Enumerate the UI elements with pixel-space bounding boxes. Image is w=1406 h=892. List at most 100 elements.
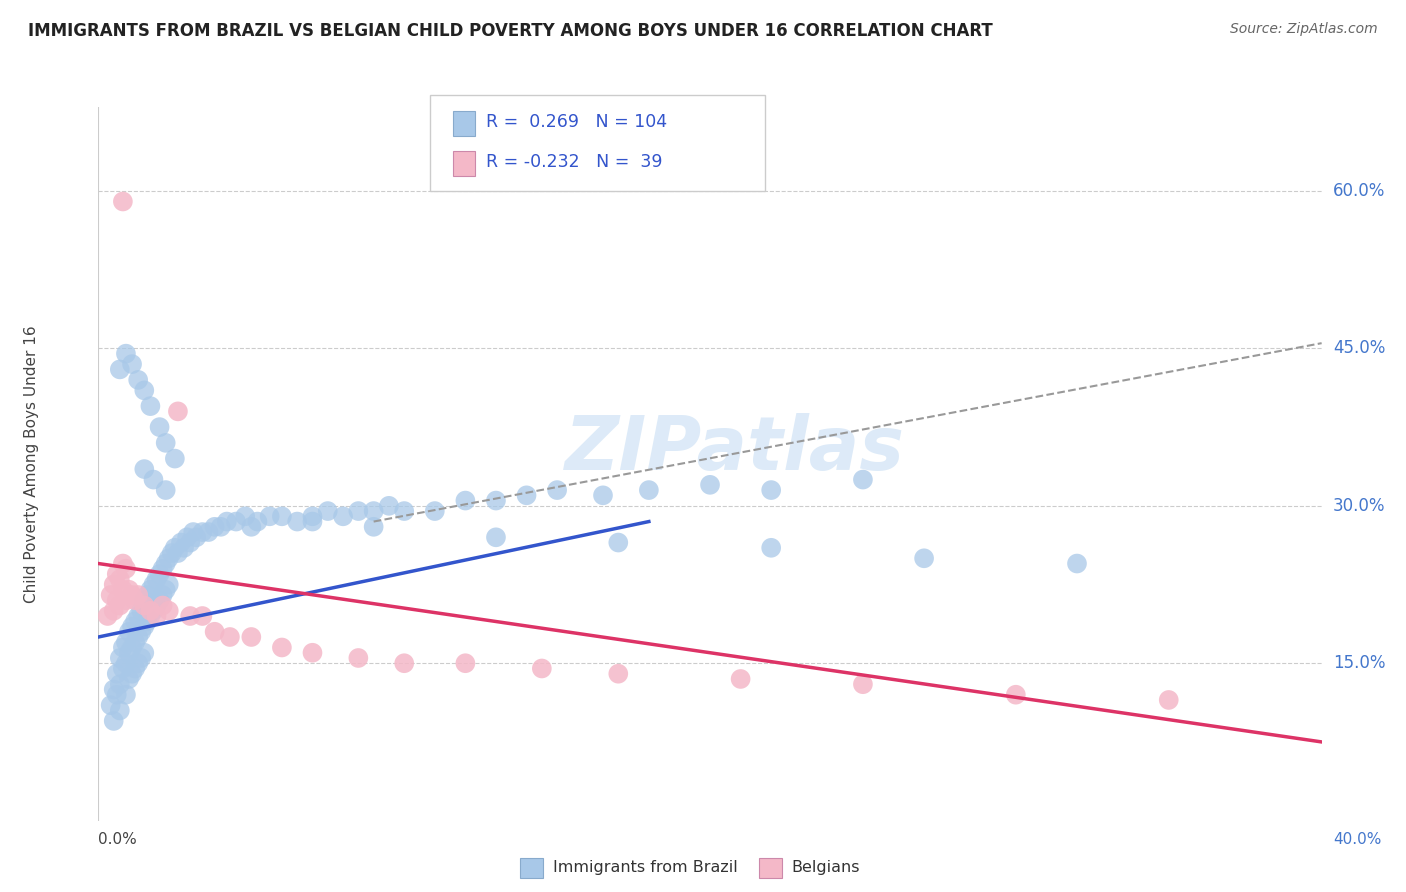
Point bbox=[115, 593, 138, 607]
Point bbox=[100, 588, 122, 602]
Point bbox=[111, 661, 134, 675]
Text: Child Poverty Among Boys Under 16: Child Poverty Among Boys Under 16 bbox=[24, 325, 38, 603]
Text: R =  0.269   N = 104: R = 0.269 N = 104 bbox=[486, 113, 668, 131]
Point bbox=[127, 657, 149, 671]
Point bbox=[485, 530, 508, 544]
Point bbox=[139, 399, 162, 413]
Point bbox=[111, 557, 134, 571]
Point bbox=[152, 588, 174, 602]
Point bbox=[157, 577, 180, 591]
Point bbox=[179, 609, 201, 624]
Point bbox=[127, 588, 149, 602]
Point bbox=[124, 635, 146, 649]
Point bbox=[240, 630, 263, 644]
Point bbox=[108, 703, 131, 717]
Point bbox=[301, 515, 323, 529]
Point bbox=[108, 599, 131, 613]
Point bbox=[105, 567, 128, 582]
Point bbox=[204, 520, 226, 534]
Point bbox=[103, 714, 125, 728]
Point bbox=[145, 572, 167, 586]
Point bbox=[136, 614, 159, 628]
Point bbox=[592, 488, 614, 502]
Point bbox=[155, 557, 177, 571]
Point bbox=[215, 515, 238, 529]
Point bbox=[134, 599, 156, 613]
Point bbox=[127, 373, 149, 387]
Point bbox=[152, 599, 174, 613]
Text: IMMIGRANTS FROM BRAZIL VS BELGIAN CHILD POVERTY AMONG BOYS UNDER 16 CORRELATION : IMMIGRANTS FROM BRAZIL VS BELGIAN CHILD … bbox=[28, 22, 993, 40]
Point bbox=[454, 657, 477, 671]
Point bbox=[155, 483, 177, 497]
Point bbox=[607, 666, 630, 681]
Point bbox=[259, 509, 281, 524]
Point bbox=[134, 619, 156, 633]
Point bbox=[100, 698, 122, 713]
Point bbox=[197, 524, 219, 539]
Point bbox=[392, 657, 416, 671]
Point bbox=[139, 582, 162, 597]
Point bbox=[105, 593, 128, 607]
Point bbox=[139, 609, 162, 624]
Point bbox=[134, 384, 156, 398]
Point bbox=[129, 651, 152, 665]
Point bbox=[121, 619, 143, 633]
Point bbox=[167, 546, 190, 560]
Point bbox=[301, 509, 323, 524]
Point bbox=[129, 624, 152, 639]
Point bbox=[1004, 688, 1026, 702]
Point bbox=[204, 624, 226, 639]
Point bbox=[516, 488, 538, 502]
Point bbox=[191, 609, 214, 624]
Point bbox=[167, 404, 190, 418]
Point bbox=[191, 524, 214, 539]
Point bbox=[285, 515, 308, 529]
Point bbox=[759, 541, 782, 555]
Point bbox=[108, 362, 131, 376]
Point bbox=[392, 504, 416, 518]
Point bbox=[142, 577, 165, 591]
Point bbox=[124, 661, 146, 675]
Point bbox=[363, 520, 385, 534]
Point bbox=[163, 451, 186, 466]
Point bbox=[103, 604, 125, 618]
Text: 0.0%: 0.0% bbox=[98, 831, 138, 847]
Point bbox=[270, 509, 292, 524]
Point bbox=[347, 651, 370, 665]
Text: Belgians: Belgians bbox=[792, 860, 860, 874]
Text: Source: ZipAtlas.com: Source: ZipAtlas.com bbox=[1230, 22, 1378, 37]
Point bbox=[852, 677, 875, 691]
Point bbox=[179, 535, 201, 549]
Point bbox=[118, 672, 141, 686]
Point bbox=[134, 646, 156, 660]
Point bbox=[134, 462, 156, 476]
Point bbox=[730, 672, 752, 686]
Point bbox=[155, 435, 177, 450]
Point bbox=[530, 661, 553, 675]
Point bbox=[246, 515, 269, 529]
Text: 15.0%: 15.0% bbox=[1333, 654, 1385, 673]
Point bbox=[347, 504, 370, 518]
Point bbox=[115, 688, 138, 702]
Point bbox=[103, 682, 125, 697]
Point bbox=[145, 599, 167, 613]
Point bbox=[124, 593, 146, 607]
Point bbox=[186, 530, 208, 544]
Point bbox=[149, 567, 172, 582]
Text: ZIPatlas: ZIPatlas bbox=[564, 413, 904, 486]
Point bbox=[105, 666, 128, 681]
Point bbox=[124, 614, 146, 628]
Point bbox=[163, 541, 186, 555]
Point bbox=[108, 572, 131, 586]
Text: 60.0%: 60.0% bbox=[1333, 182, 1385, 200]
Point bbox=[121, 640, 143, 655]
Point bbox=[155, 582, 177, 597]
Point bbox=[149, 420, 172, 434]
Point bbox=[129, 604, 152, 618]
Point bbox=[108, 651, 131, 665]
Text: 40.0%: 40.0% bbox=[1333, 831, 1381, 847]
Point bbox=[139, 604, 162, 618]
Point bbox=[423, 504, 446, 518]
Point bbox=[181, 524, 204, 539]
Point bbox=[97, 609, 120, 624]
